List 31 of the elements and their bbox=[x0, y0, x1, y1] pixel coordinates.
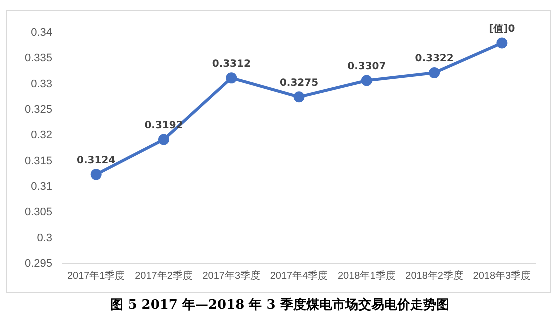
y-tick-label: 0.32 bbox=[31, 130, 53, 142]
point bbox=[361, 75, 372, 86]
x-tick-label: 2017年4季度 bbox=[270, 270, 328, 282]
y-tick-label: 0.305 bbox=[24, 206, 53, 219]
point bbox=[429, 68, 440, 79]
x-tick-label: 2017年1季度 bbox=[67, 270, 126, 282]
data-label: 0.3124 bbox=[77, 155, 116, 166]
point bbox=[496, 38, 508, 49]
x-tick-label: 2018年2季度 bbox=[406, 270, 464, 282]
x-tick-label: 2018年1季度 bbox=[338, 270, 396, 282]
point bbox=[294, 92, 305, 103]
data-label: 0.3312 bbox=[212, 58, 251, 70]
point bbox=[158, 134, 170, 146]
y-tick-label: 0.335 bbox=[24, 52, 53, 65]
data-label: [值]0 bbox=[489, 22, 516, 35]
x-tick-label: 2018年3季度 bbox=[473, 270, 532, 282]
x-tick-label: 2017年2季度 bbox=[135, 270, 193, 282]
data-label: 0.3307 bbox=[348, 61, 386, 72]
y-tick-label: 0.33 bbox=[31, 78, 53, 90]
y-tick-label: 0.34 bbox=[31, 27, 53, 40]
y-tick-label: 0.3 bbox=[37, 232, 53, 244]
data-label: 0.3275 bbox=[280, 78, 319, 89]
y-tick-label: 0.31 bbox=[31, 181, 53, 194]
y-tick-label: 0.295 bbox=[24, 258, 53, 270]
text: 图 5 2017 年—2018 年 3 季度煤电市场交易电价走势图 bbox=[110, 296, 450, 314]
data-label: 0.3322 bbox=[415, 54, 454, 65]
point bbox=[90, 169, 102, 180]
point bbox=[226, 72, 238, 84]
y-tick-label: 0.315 bbox=[24, 155, 53, 168]
x-tick-label: 2017年3季度 bbox=[202, 270, 261, 282]
y-tick-label: 0.325 bbox=[24, 104, 53, 116]
